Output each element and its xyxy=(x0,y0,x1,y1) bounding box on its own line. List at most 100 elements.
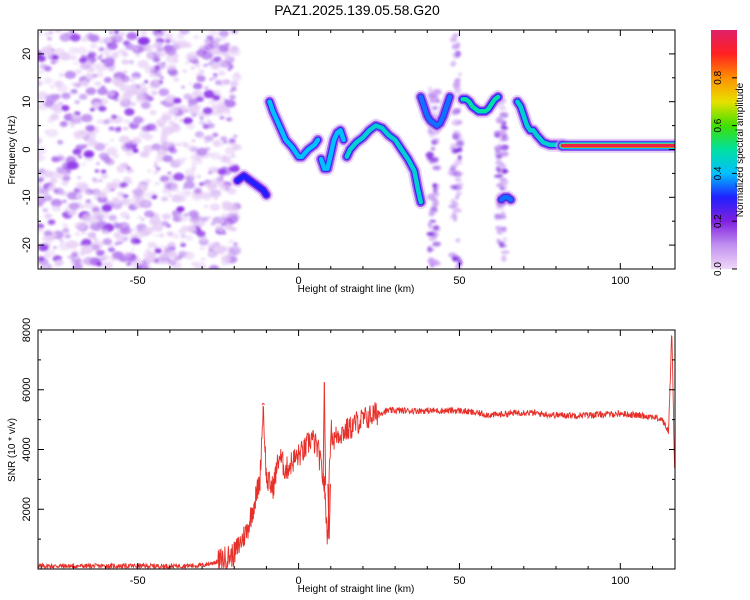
noise-blob xyxy=(182,69,187,73)
noise-blob xyxy=(180,242,187,248)
noise-blob xyxy=(49,113,60,121)
noise-blob xyxy=(144,210,155,218)
streak-blob xyxy=(432,183,438,188)
noise-blob xyxy=(191,139,196,143)
noise-blob xyxy=(176,191,181,194)
y-tick-label: 10 xyxy=(21,96,33,108)
noise-blob xyxy=(152,170,159,175)
streak-blob xyxy=(429,212,434,216)
streak-blob xyxy=(455,190,463,196)
noise-blob xyxy=(151,194,158,200)
noise-blob xyxy=(213,94,221,101)
streak-blob xyxy=(452,257,457,262)
noise-blob xyxy=(211,106,215,109)
streak-blob xyxy=(497,229,502,235)
noise-blob xyxy=(210,152,222,160)
noise-blob xyxy=(182,225,187,229)
streak-blob xyxy=(454,148,463,153)
noise-blob xyxy=(97,210,110,220)
noise-blob xyxy=(178,118,185,123)
noise-blob xyxy=(80,80,90,87)
noise-blob xyxy=(106,147,118,155)
noise-blob xyxy=(219,183,231,192)
noise-blob xyxy=(81,38,86,42)
noise-blob xyxy=(73,130,86,140)
noise-blob xyxy=(59,33,72,42)
noise-blob xyxy=(39,63,48,70)
noise-blob xyxy=(107,91,115,97)
noise-blob xyxy=(176,33,184,39)
noise-blob xyxy=(74,100,80,104)
noise-blob xyxy=(100,97,106,102)
noise-blob xyxy=(68,46,79,55)
noise-blob xyxy=(210,183,216,187)
noise-blob xyxy=(160,134,168,140)
noise-blob xyxy=(94,169,100,173)
noise-blob xyxy=(42,194,53,202)
streak-blob xyxy=(494,213,502,219)
noise-blob xyxy=(77,176,82,180)
streak-blob xyxy=(429,97,435,104)
noise-blob xyxy=(184,60,191,65)
noise-blob xyxy=(96,249,105,257)
noise-blob xyxy=(228,138,236,144)
streak-blob xyxy=(452,51,460,59)
noise-blob xyxy=(124,108,135,116)
snr-panel: -50 0 50 100 2000 4000 6000 8000 Height of stra… xyxy=(7,318,676,595)
streak-blob xyxy=(496,167,502,174)
noise-blob xyxy=(53,80,64,88)
noise-blob xyxy=(51,204,62,212)
streak-blob xyxy=(451,43,459,50)
noise-blob xyxy=(64,70,77,79)
streak-blob xyxy=(457,72,462,77)
noise-blob xyxy=(209,77,214,81)
noise-blob xyxy=(128,60,135,65)
noise-blob xyxy=(199,116,204,120)
noise-blob xyxy=(87,51,97,58)
noise-blob xyxy=(233,242,238,246)
noise-blob xyxy=(228,246,242,256)
noise-blob xyxy=(86,66,95,73)
noise-blob xyxy=(160,245,165,248)
snr-marks xyxy=(38,330,675,569)
noise-blob xyxy=(168,120,176,126)
noise-blob xyxy=(131,228,136,232)
noise-blob xyxy=(220,96,226,101)
noise-blob xyxy=(74,232,81,237)
noise-blob xyxy=(232,144,242,151)
noise-blob xyxy=(45,94,58,103)
x-tick-label: 100 xyxy=(611,575,629,587)
noise-blob xyxy=(66,161,79,170)
streak-blob xyxy=(501,134,509,142)
noise-blob xyxy=(192,214,202,221)
noise-blob xyxy=(230,154,236,158)
snr-spike xyxy=(328,483,331,540)
streak-blob xyxy=(452,130,461,135)
noise-blob xyxy=(59,52,71,61)
streak-blob xyxy=(501,255,507,262)
y-tick-label: 8000 xyxy=(21,318,33,342)
noise-blob xyxy=(183,42,192,49)
noise-blob xyxy=(229,164,240,173)
noise-blob xyxy=(137,60,149,69)
noise-blob xyxy=(227,161,235,167)
noise-blob xyxy=(193,187,202,194)
noise-blob xyxy=(204,141,208,144)
streak-blob xyxy=(432,165,442,171)
streak-blob xyxy=(450,202,459,208)
noise-blob xyxy=(121,222,130,229)
noise-blob xyxy=(140,31,148,36)
noise-blob xyxy=(79,252,85,256)
streak-blob xyxy=(458,120,463,125)
noise-blob xyxy=(223,140,228,144)
noise-blob xyxy=(126,32,138,41)
noise-blob xyxy=(108,244,115,248)
noise-blob xyxy=(72,263,83,269)
x-tick-label: -50 xyxy=(130,575,146,587)
y-tick-label: 6000 xyxy=(21,378,33,402)
noise-blob xyxy=(76,46,88,55)
ridge-layer xyxy=(419,95,452,127)
noise-blob xyxy=(99,257,106,262)
streak-blob xyxy=(495,116,504,124)
noise-blob xyxy=(186,225,197,233)
